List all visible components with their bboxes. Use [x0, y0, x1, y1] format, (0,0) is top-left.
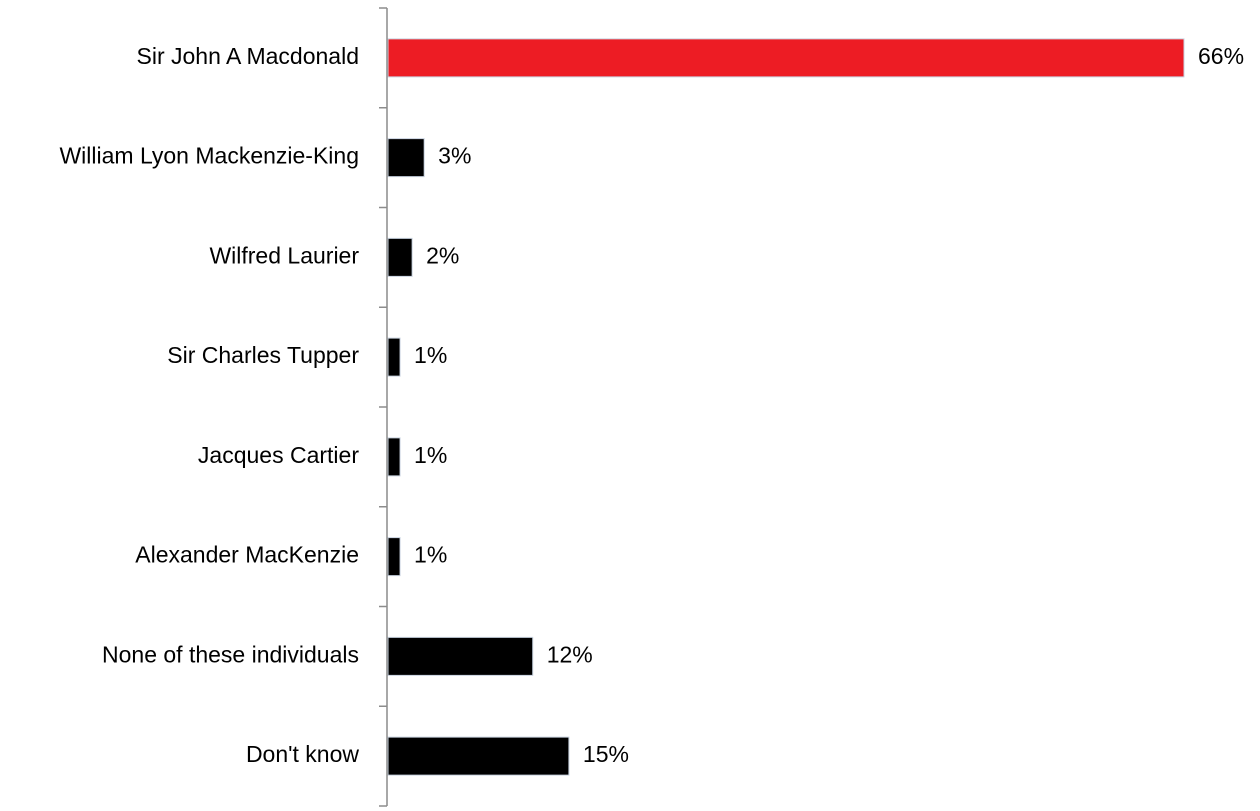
bars-layer: [387, 38, 1185, 776]
value-label-sir-charles-tupper: 1%: [414, 342, 447, 368]
category-axis: [379, 7, 388, 807]
bar-alexander-mackenzie: [387, 537, 401, 577]
bar-william-lyon-mackenzie-king: [387, 138, 425, 178]
value-label-sir-john-a-macdonald: 66%: [1198, 43, 1244, 69]
category-label-sir-john-a-macdonald: Sir John A Macdonald: [137, 43, 359, 69]
category-label-wilfred-laurier: Wilfred Laurier: [209, 242, 359, 268]
category-label-none-of-these-individuals: None of these individuals: [102, 641, 359, 667]
bar-jacques-cartier: [387, 437, 401, 477]
category-label-jacques-cartier: Jacques Cartier: [198, 442, 359, 468]
bar-don-t-know: [387, 736, 570, 776]
bar-none-of-these-individuals: [387, 636, 534, 676]
bar-sir-john-a-macdonald: [387, 38, 1185, 78]
category-label-don-t-know: Don't know: [246, 741, 359, 767]
category-label-william-lyon-mackenzie-king: William Lyon Mackenzie-King: [59, 143, 359, 169]
category-label-sir-charles-tupper: Sir Charles Tupper: [167, 342, 359, 368]
bar-wilfred-laurier: [387, 237, 413, 277]
value-label-jacques-cartier: 1%: [414, 442, 447, 468]
value-label-alexander-mackenzie: 1%: [414, 542, 447, 568]
category-label-alexander-mackenzie: Alexander MacKenzie: [135, 542, 359, 568]
value-label-wilfred-laurier: 2%: [426, 242, 459, 268]
value-label-don-t-know: 15%: [583, 741, 629, 767]
value-label-william-lyon-mackenzie-king: 3%: [438, 143, 471, 169]
labels-layer: Sir John A Macdonald 66% William Lyon Mack…: [59, 43, 1244, 767]
bar-sir-charles-tupper: [387, 337, 401, 377]
value-label-none-of-these-individuals: 12%: [547, 641, 593, 667]
